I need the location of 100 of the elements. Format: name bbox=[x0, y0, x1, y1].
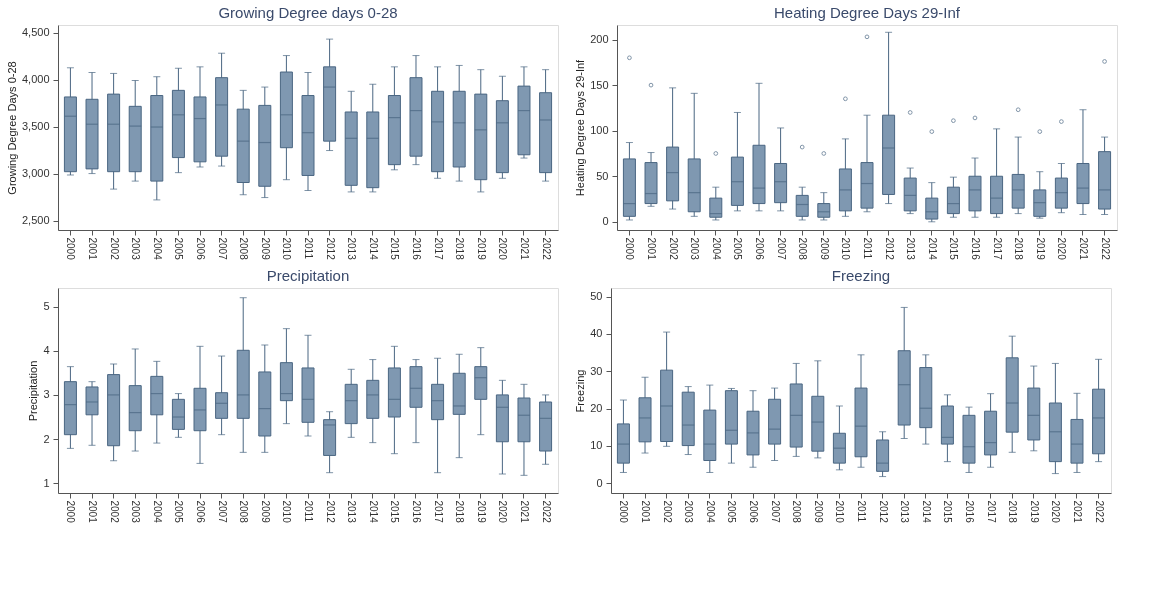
x-tick-label: 2008 bbox=[791, 500, 803, 524]
x-tick-label: 2003 bbox=[130, 500, 142, 524]
x-tick-label: 2015 bbox=[942, 500, 954, 524]
y-tick-label: 4 bbox=[43, 344, 50, 357]
x-tick-label: 2016 bbox=[963, 500, 975, 524]
x-tick-label: 2011 bbox=[856, 500, 867, 523]
x-tick-label: 2008 bbox=[797, 237, 809, 261]
y-tick-label: 1 bbox=[43, 476, 50, 489]
x-tick-label: 2004 bbox=[710, 237, 722, 261]
x-tick-label: 2009 bbox=[818, 237, 830, 261]
y-tick-label: 40 bbox=[590, 327, 603, 340]
x-tick-label: 2010 bbox=[840, 237, 852, 261]
x-tick-label: 2017 bbox=[432, 237, 444, 261]
x-tick-label: 2002 bbox=[108, 237, 120, 261]
y-tick-label: 20 bbox=[590, 402, 603, 415]
x-tick-label: 2001 bbox=[640, 500, 652, 524]
x-tick-label: 2015 bbox=[389, 237, 401, 261]
x-tick-label: 2002 bbox=[108, 500, 120, 524]
x-tick-label: 2002 bbox=[667, 237, 679, 261]
x-tick-label: 2021 bbox=[518, 500, 530, 524]
x-tick-label: 2020 bbox=[1050, 500, 1062, 524]
x-tick-label: 2013 bbox=[346, 237, 358, 261]
x-tick-label: 2019 bbox=[475, 500, 487, 524]
x-tick-label: 2014 bbox=[367, 237, 379, 261]
x-tick-label: 2006 bbox=[195, 500, 207, 524]
x-tick-label: 2004 bbox=[151, 237, 163, 261]
x-tick-label: 2020 bbox=[497, 237, 509, 261]
x-tick-label: 2020 bbox=[1056, 237, 1068, 261]
chart-title: Growing Degree days 0-28 bbox=[218, 4, 398, 21]
x-tick-label: 2022 bbox=[1093, 500, 1105, 524]
x-tick-label: 2015 bbox=[389, 500, 401, 524]
x-tick-label: 2014 bbox=[920, 500, 932, 524]
x-tick-label: 2012 bbox=[324, 237, 336, 261]
x-tick-label: 2005 bbox=[173, 237, 185, 261]
y-tick-label: 5 bbox=[43, 300, 50, 313]
x-tick-label: 2014 bbox=[367, 500, 379, 524]
x-tick-label: 2013 bbox=[346, 500, 358, 524]
x-tick-label: 2000 bbox=[65, 500, 77, 524]
x-tick-label: 2012 bbox=[877, 500, 889, 524]
x-tick-label: 2008 bbox=[238, 500, 250, 524]
x-tick-label: 2011 bbox=[303, 237, 314, 260]
x-tick-label: 2003 bbox=[689, 237, 701, 261]
x-tick-label: 2013 bbox=[905, 237, 917, 261]
x-tick-label: 2007 bbox=[775, 237, 787, 261]
x-tick-label: 2019 bbox=[475, 237, 487, 261]
y-tick-label: 2,500 bbox=[21, 214, 50, 227]
x-tick-label: 2008 bbox=[238, 237, 250, 261]
x-tick-label: 2011 bbox=[862, 237, 873, 260]
y-tick-label: 200 bbox=[590, 33, 609, 46]
x-tick-label: 2007 bbox=[216, 500, 228, 524]
y-tick-label: 0 bbox=[602, 215, 609, 228]
x-tick-label: 2017 bbox=[432, 500, 444, 524]
x-tick-label: 2015 bbox=[948, 237, 960, 261]
y-axis-title: Freezing bbox=[574, 369, 587, 413]
x-tick-label: 2012 bbox=[883, 237, 895, 261]
x-tick-label: 2019 bbox=[1034, 237, 1046, 261]
x-tick-label: 2021 bbox=[518, 237, 530, 261]
y-tick-label: 2 bbox=[43, 432, 50, 445]
x-tick-label: 2020 bbox=[497, 500, 509, 524]
x-tick-label: 2013 bbox=[899, 500, 911, 524]
x-tick-label: 2005 bbox=[732, 237, 744, 261]
x-tick-label: 2006 bbox=[748, 500, 760, 524]
x-tick-label: 2002 bbox=[661, 500, 673, 524]
x-tick-label: 2022 bbox=[540, 237, 552, 261]
x-tick-label: 2017 bbox=[985, 500, 997, 524]
x-tick-label: 2016 bbox=[410, 237, 422, 261]
x-tick-label: 2007 bbox=[769, 500, 781, 524]
y-tick-label: 4,500 bbox=[21, 26, 50, 39]
y-tick-label: 150 bbox=[590, 78, 609, 91]
y-tick-label: 3 bbox=[43, 388, 50, 401]
x-tick-label: 2004 bbox=[704, 500, 716, 524]
x-tick-label: 2006 bbox=[195, 237, 207, 261]
x-tick-label: 2005 bbox=[173, 500, 185, 524]
y-tick-label: 30 bbox=[590, 364, 603, 377]
x-tick-label: 2016 bbox=[969, 237, 981, 261]
chart-title: Freezing bbox=[831, 267, 891, 284]
x-tick-label: 2010 bbox=[834, 500, 846, 524]
x-tick-label: 2006 bbox=[754, 237, 766, 261]
y-axis-title: Precipitation bbox=[27, 360, 40, 422]
x-tick-label: 2000 bbox=[65, 237, 77, 261]
x-tick-label: 2022 bbox=[1099, 237, 1111, 261]
y-tick-label: 3,500 bbox=[21, 120, 50, 133]
x-tick-label: 2016 bbox=[410, 500, 422, 524]
x-tick-label: 2018 bbox=[1007, 500, 1019, 524]
y-tick-label: 4,000 bbox=[21, 73, 50, 86]
y-tick-label: 50 bbox=[590, 290, 603, 303]
x-tick-label: 2022 bbox=[540, 500, 552, 524]
chart-title: Precipitation bbox=[266, 267, 350, 284]
chart-title: Heating Degree Days 29-Inf bbox=[774, 4, 961, 21]
x-tick-label: 2000 bbox=[624, 237, 636, 261]
y-tick-label: 10 bbox=[590, 439, 603, 452]
x-tick-label: 2004 bbox=[151, 500, 163, 524]
x-tick-label: 2003 bbox=[130, 237, 142, 261]
x-tick-label: 2018 bbox=[454, 500, 466, 524]
x-tick-label: 2001 bbox=[87, 500, 99, 524]
y-axis-title: Growing Degree Days 0-28 bbox=[5, 61, 18, 195]
x-tick-label: 2007 bbox=[216, 237, 228, 261]
x-tick-label: 2009 bbox=[259, 237, 271, 261]
x-tick-label: 2009 bbox=[259, 500, 271, 524]
y-tick-label: 50 bbox=[596, 169, 609, 182]
